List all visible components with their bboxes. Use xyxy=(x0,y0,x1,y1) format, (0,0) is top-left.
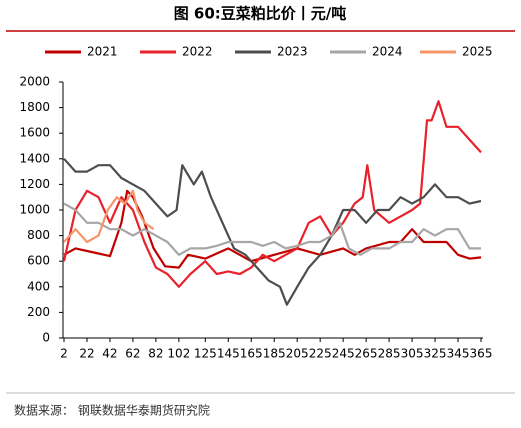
legend-label: 2025 xyxy=(462,45,493,59)
x-tick-label: 165 xyxy=(240,347,263,361)
x-tick-label: 365 xyxy=(470,347,493,361)
chart-title: 图 60:豆菜粕比价丨元/吨 xyxy=(174,5,347,23)
legend-label: 2024 xyxy=(372,45,403,59)
legend-label: 2021 xyxy=(87,45,118,59)
y-tick-label: 0 xyxy=(42,331,50,345)
series-line xyxy=(62,100,482,288)
x-tick-label: 102 xyxy=(167,347,190,361)
x-tick-label: 42 xyxy=(102,347,117,361)
series-line xyxy=(63,202,481,256)
x-tick-label: 325 xyxy=(424,347,447,361)
source-note: 数据来源： 钢联数据华泰期货研究院 xyxy=(14,403,210,418)
series-line xyxy=(63,158,482,306)
y-tick-label: 1000 xyxy=(19,203,50,217)
x-tick-label: 22 xyxy=(79,347,94,361)
x-tick-label: 2 xyxy=(60,347,68,361)
x-tick-label: 225 xyxy=(309,347,332,361)
x-tick-label: 125 xyxy=(194,347,217,361)
x-tick-label: 305 xyxy=(401,347,424,361)
x-tick-label: 205 xyxy=(286,347,309,361)
x-tick-label: 245 xyxy=(332,347,355,361)
y-tick-label: 1800 xyxy=(19,100,50,114)
x-tick-label: 345 xyxy=(447,347,470,361)
y-tick-label: 400 xyxy=(27,279,50,293)
y-tick-label: 1600 xyxy=(19,126,50,140)
y-tick-label: 1400 xyxy=(19,151,50,165)
legend-label: 2023 xyxy=(277,45,308,59)
y-tick-label: 800 xyxy=(27,228,50,242)
x-tick-label: 145 xyxy=(217,347,240,361)
x-tick-label: 185 xyxy=(263,347,286,361)
x-tick-label: 265 xyxy=(355,347,378,361)
x-tick-label: 62 xyxy=(125,347,140,361)
legend-label: 2022 xyxy=(182,45,213,59)
y-tick-label: 600 xyxy=(27,254,50,268)
y-tick-label: 1200 xyxy=(19,177,50,191)
series-line xyxy=(63,189,155,244)
y-tick-label: 2000 xyxy=(19,75,50,89)
x-tick-label: 285 xyxy=(378,347,401,361)
x-tick-label: 82 xyxy=(148,347,163,361)
y-tick-label: 200 xyxy=(27,305,50,319)
